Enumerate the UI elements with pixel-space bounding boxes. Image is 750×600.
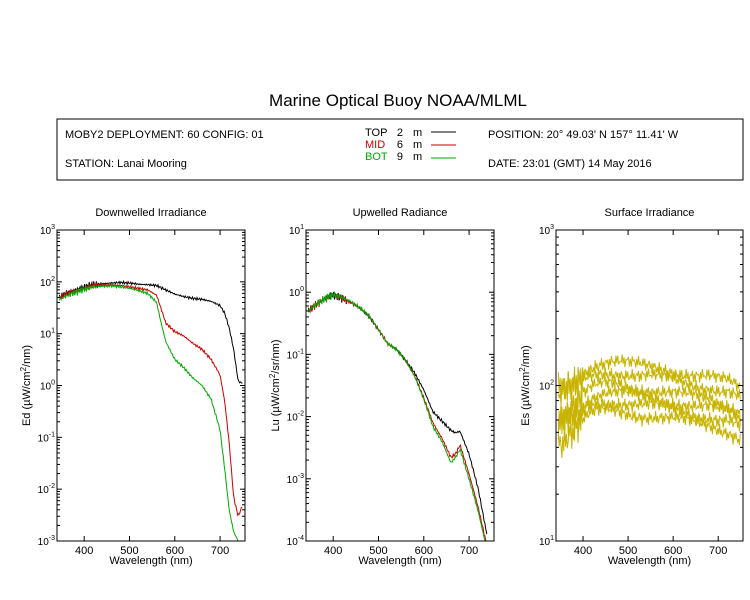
chart-panel-1: Downwelled Irradiance 400 500 600 700 10-3 10-… xyxy=(19,207,246,567)
legend: TOP 2 m MID 6 m BOT 9 m xyxy=(365,127,456,163)
series-line-mid xyxy=(58,282,243,517)
station-text: STATION: Lanai Mooring xyxy=(65,158,187,170)
series-line-mid xyxy=(307,292,487,541)
x-tick-label: 400 xyxy=(574,545,592,557)
legend-depth-mid: 6 xyxy=(397,139,403,151)
y-tick-label: 10-2 xyxy=(38,483,55,496)
series-line-top xyxy=(307,291,488,535)
y-tick-label: 10-1 xyxy=(38,431,55,444)
series-line-5 xyxy=(557,393,741,435)
x-tick-label: 600 xyxy=(415,545,433,557)
x-tick-label: 500 xyxy=(369,545,387,557)
plot-area xyxy=(58,279,243,541)
x-tick-label: 400 xyxy=(324,545,342,557)
chart-title: Downwelled Irradiance xyxy=(95,207,206,219)
y-tick-label: 102 xyxy=(40,276,55,289)
x-tick-label: 700 xyxy=(460,545,478,557)
legend-depth-top: 2 xyxy=(397,127,403,139)
y-tick-label: 10-3 xyxy=(38,535,55,548)
y-axis-label: Ed (µW/cm2/nm) xyxy=(19,345,33,426)
series-line-6 xyxy=(557,402,741,458)
y-tick-label: 10-3 xyxy=(287,473,304,486)
legend-item-top: TOP 2 m xyxy=(365,127,456,139)
plot-area xyxy=(307,291,488,541)
plot-area xyxy=(557,354,741,458)
x-tick-label: 500 xyxy=(619,545,637,557)
series-line-2 xyxy=(557,366,741,405)
x-axis-label: Wavelength (nm) xyxy=(358,555,441,567)
series-line-bot xyxy=(307,291,487,541)
y-axis-label: Es (µW/cm2/nm) xyxy=(518,345,532,425)
legend-item-mid: MID 6 m xyxy=(365,139,456,151)
position-text: POSITION: 20° 49.03' N 157° 11.41' W xyxy=(488,129,679,141)
plot-frame xyxy=(555,229,744,542)
legend-depth-bot: 9 xyxy=(397,151,403,163)
chart-panel-3: Surface Irradiance 400 500 600 700 101 102 103 W… xyxy=(518,207,744,567)
x-axis-label: Wavelength (nm) xyxy=(608,555,691,567)
y-tick-label: 101 xyxy=(40,328,55,341)
chart-title: Upwelled Radiance xyxy=(353,207,448,219)
y-tick-label: 100 xyxy=(40,380,55,393)
legend-name-mid: MID xyxy=(365,139,385,151)
series-line-bot xyxy=(58,283,239,541)
y-tick-label: 10-4 xyxy=(287,535,304,548)
y-tick-label: 103 xyxy=(539,224,554,237)
y-tick-label: 100 xyxy=(289,286,304,299)
x-tick-label: 700 xyxy=(709,545,727,557)
y-tick-label: 101 xyxy=(539,535,554,548)
page-title: Marine Optical Buoy NOAA/MLML xyxy=(269,91,527,110)
x-tick-label: 700 xyxy=(211,545,229,557)
y-tick-label: 102 xyxy=(539,380,554,393)
info-box xyxy=(56,118,744,181)
legend-unit-bot: m xyxy=(413,151,422,163)
y-tick-label: 10-1 xyxy=(287,348,304,361)
x-tick-label: 600 xyxy=(166,545,184,557)
plot-frame xyxy=(56,229,246,542)
legend-name-top: TOP xyxy=(365,127,387,139)
date-text: DATE: 23:01 (GMT) 14 May 2016 xyxy=(488,158,652,170)
y-axis-label: Lu (µW/cm2/sr/nm) xyxy=(268,339,282,431)
y-tick-label: 103 xyxy=(40,224,55,237)
legend-item-bot: BOT 9 m xyxy=(365,151,456,163)
chart-panel-2: Upwelled Radiance 400 500 600 700 10-4 10-3 10-… xyxy=(268,207,495,567)
deployment-text: MOBY2 DEPLOYMENT: 60 CONFIG: 01 xyxy=(65,129,264,141)
legend-name-bot: BOT xyxy=(365,151,388,163)
y-tick-label: 10-2 xyxy=(287,411,304,424)
x-tick-label: 500 xyxy=(120,545,138,557)
x-tick-label: 400 xyxy=(75,545,93,557)
legend-unit-mid: m xyxy=(413,139,422,151)
chart-title: Surface Irradiance xyxy=(605,207,695,219)
legend-unit-top: m xyxy=(413,127,422,139)
series-line-1 xyxy=(557,354,741,405)
y-tick-label: 101 xyxy=(289,224,304,237)
x-tick-label: 600 xyxy=(664,545,682,557)
plot-frame xyxy=(305,229,495,542)
x-axis-label: Wavelength (nm) xyxy=(109,555,192,567)
